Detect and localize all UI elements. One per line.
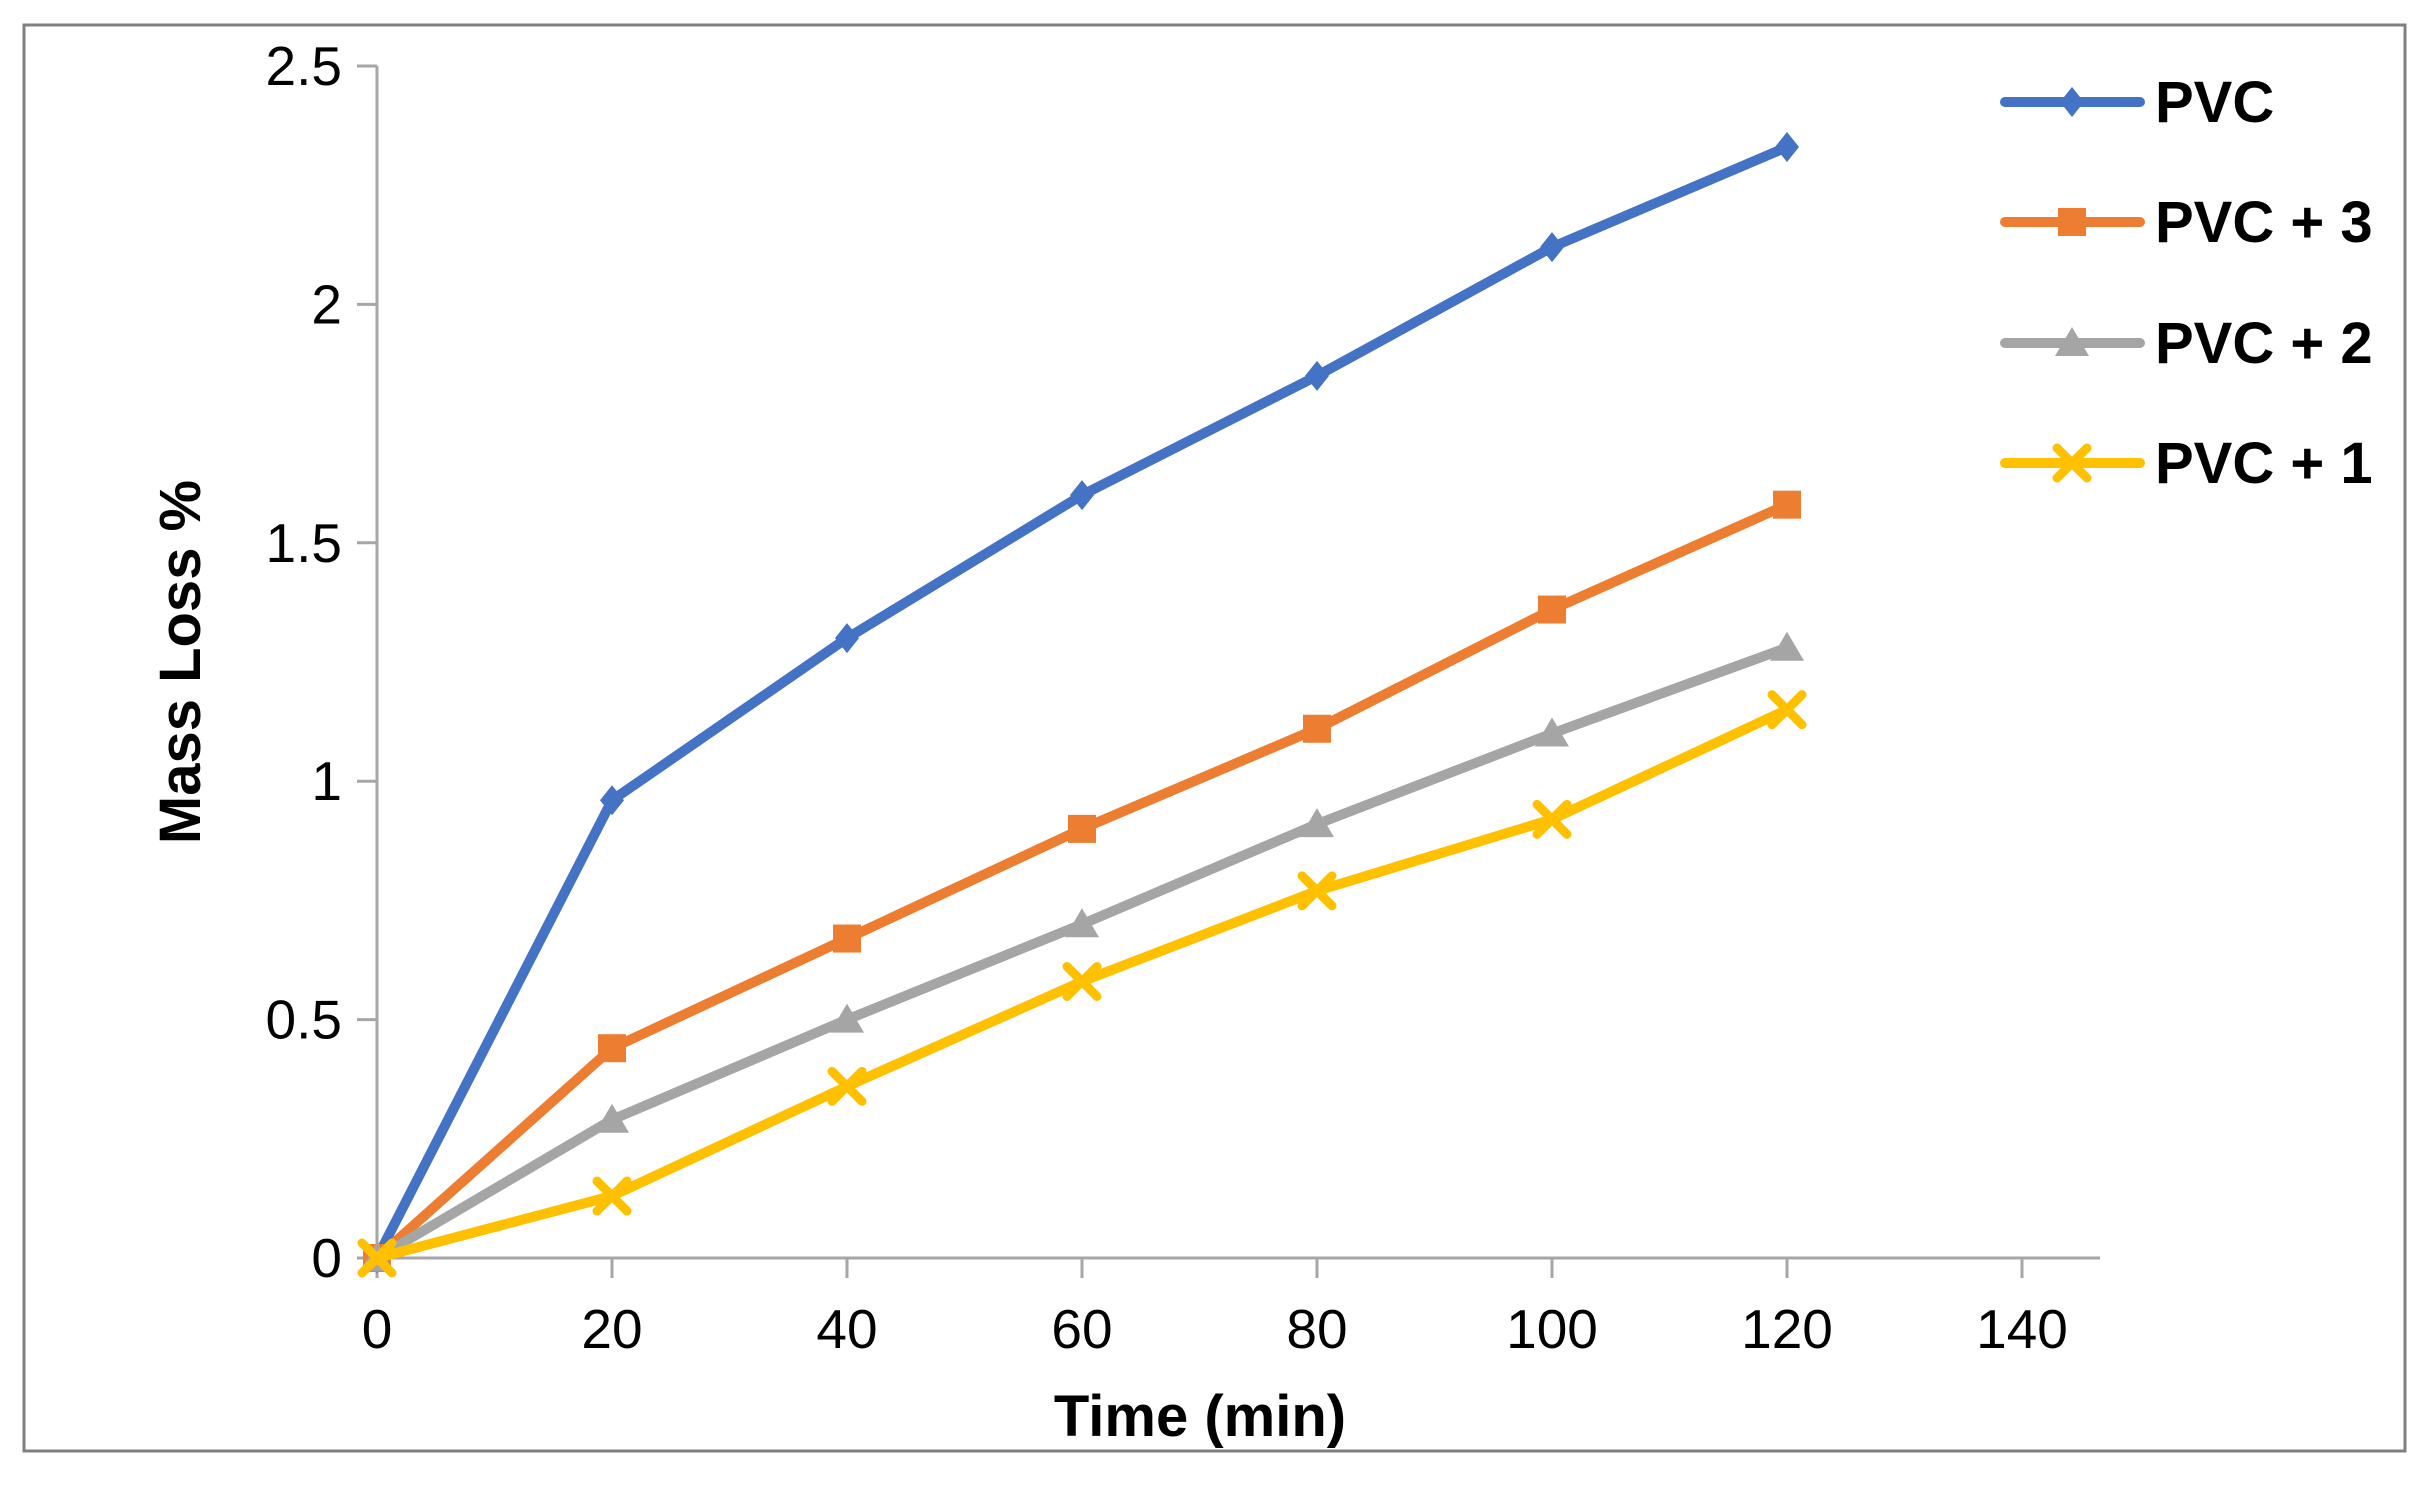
y-tick-label: 1.5 — [266, 512, 342, 574]
diamond-marker — [2060, 87, 2084, 117]
y-tick-label: 2 — [311, 273, 342, 335]
triangle-marker — [595, 1103, 629, 1133]
diamond-marker — [1775, 132, 1799, 163]
y-tick-label: 1 — [311, 750, 342, 812]
legend-label: PVC + 1 — [2155, 431, 2373, 496]
series-pvc — [365, 132, 1799, 1273]
series-line — [372, 142, 1792, 1263]
legend-label: PVC — [2155, 70, 2274, 135]
diamond-marker — [1070, 480, 1094, 511]
square-marker — [1773, 490, 1801, 519]
x-tick-label: 60 — [1051, 1298, 1112, 1360]
x-tick-label: 40 — [816, 1298, 877, 1360]
series-line — [372, 499, 1792, 1263]
x-tick-label: 0 — [362, 1298, 393, 1360]
legend-item-pvc1: PVC + 1 — [2000, 431, 2373, 496]
y-tick-label: 0 — [311, 1227, 342, 1289]
triangle-marker — [1300, 808, 1334, 838]
legend-item-pvc3: PVC + 3 — [2000, 190, 2373, 255]
diamond-marker — [1540, 232, 1564, 263]
series-line — [372, 642, 1792, 1263]
triangle-marker — [1065, 908, 1099, 938]
x-marker — [592, 1176, 632, 1216]
square-marker — [1068, 814, 1096, 843]
x-marker — [827, 1066, 867, 1106]
square-marker — [833, 924, 861, 953]
legend-item-pvc: PVC — [2000, 70, 2274, 135]
x-marker — [1767, 690, 1807, 730]
x-marker — [1532, 799, 1572, 839]
square-marker — [2058, 208, 2086, 236]
x-tick-label: 140 — [1976, 1298, 2068, 1360]
x-marker — [2052, 443, 2092, 483]
x-tick-label: 20 — [581, 1298, 642, 1360]
y-axis-title: Mass Loss % — [148, 480, 213, 844]
series-layer — [357, 132, 1807, 1278]
square-marker — [1303, 714, 1331, 743]
axes-layer: 0 20 40 60 80 100 120 140 0 0.5 1 1.5 2 2.5 — [266, 35, 2100, 1360]
figure-border — [22, 23, 2407, 1453]
triangle-marker — [1770, 631, 1804, 661]
square-marker — [598, 1034, 626, 1063]
triangle-marker — [1535, 717, 1569, 747]
series-pvc1 — [357, 690, 1807, 1278]
legend-label: PVC + 2 — [2155, 311, 2373, 376]
y-tick-label: 2.5 — [266, 35, 342, 97]
diamond-marker — [835, 623, 859, 654]
x-tick-label: 100 — [1506, 1298, 1598, 1360]
x-tick-label: 80 — [1286, 1298, 1347, 1360]
series-pvc3 — [363, 490, 1801, 1272]
legend-item-pvc2: PVC + 2 — [2000, 311, 2373, 376]
triangle-marker — [2055, 327, 2089, 356]
series-pvc2 — [360, 631, 1804, 1271]
x-axis-title: Time (min) — [1054, 1384, 1346, 1449]
x-marker — [1297, 871, 1337, 911]
legend-label: PVC + 3 — [2155, 190, 2373, 255]
triangle-marker — [830, 1003, 864, 1033]
diamond-marker — [600, 785, 624, 816]
y-tick-label: 0.5 — [266, 989, 342, 1051]
x-tick-label: 120 — [1741, 1298, 1833, 1360]
diamond-marker — [1305, 360, 1329, 391]
x-marker — [357, 1238, 397, 1278]
chart-legend: PVC PVC + 3 PVC + 2 PVC + 1 — [2000, 70, 2373, 496]
x-marker — [1062, 961, 1102, 1001]
square-marker — [1538, 595, 1566, 624]
